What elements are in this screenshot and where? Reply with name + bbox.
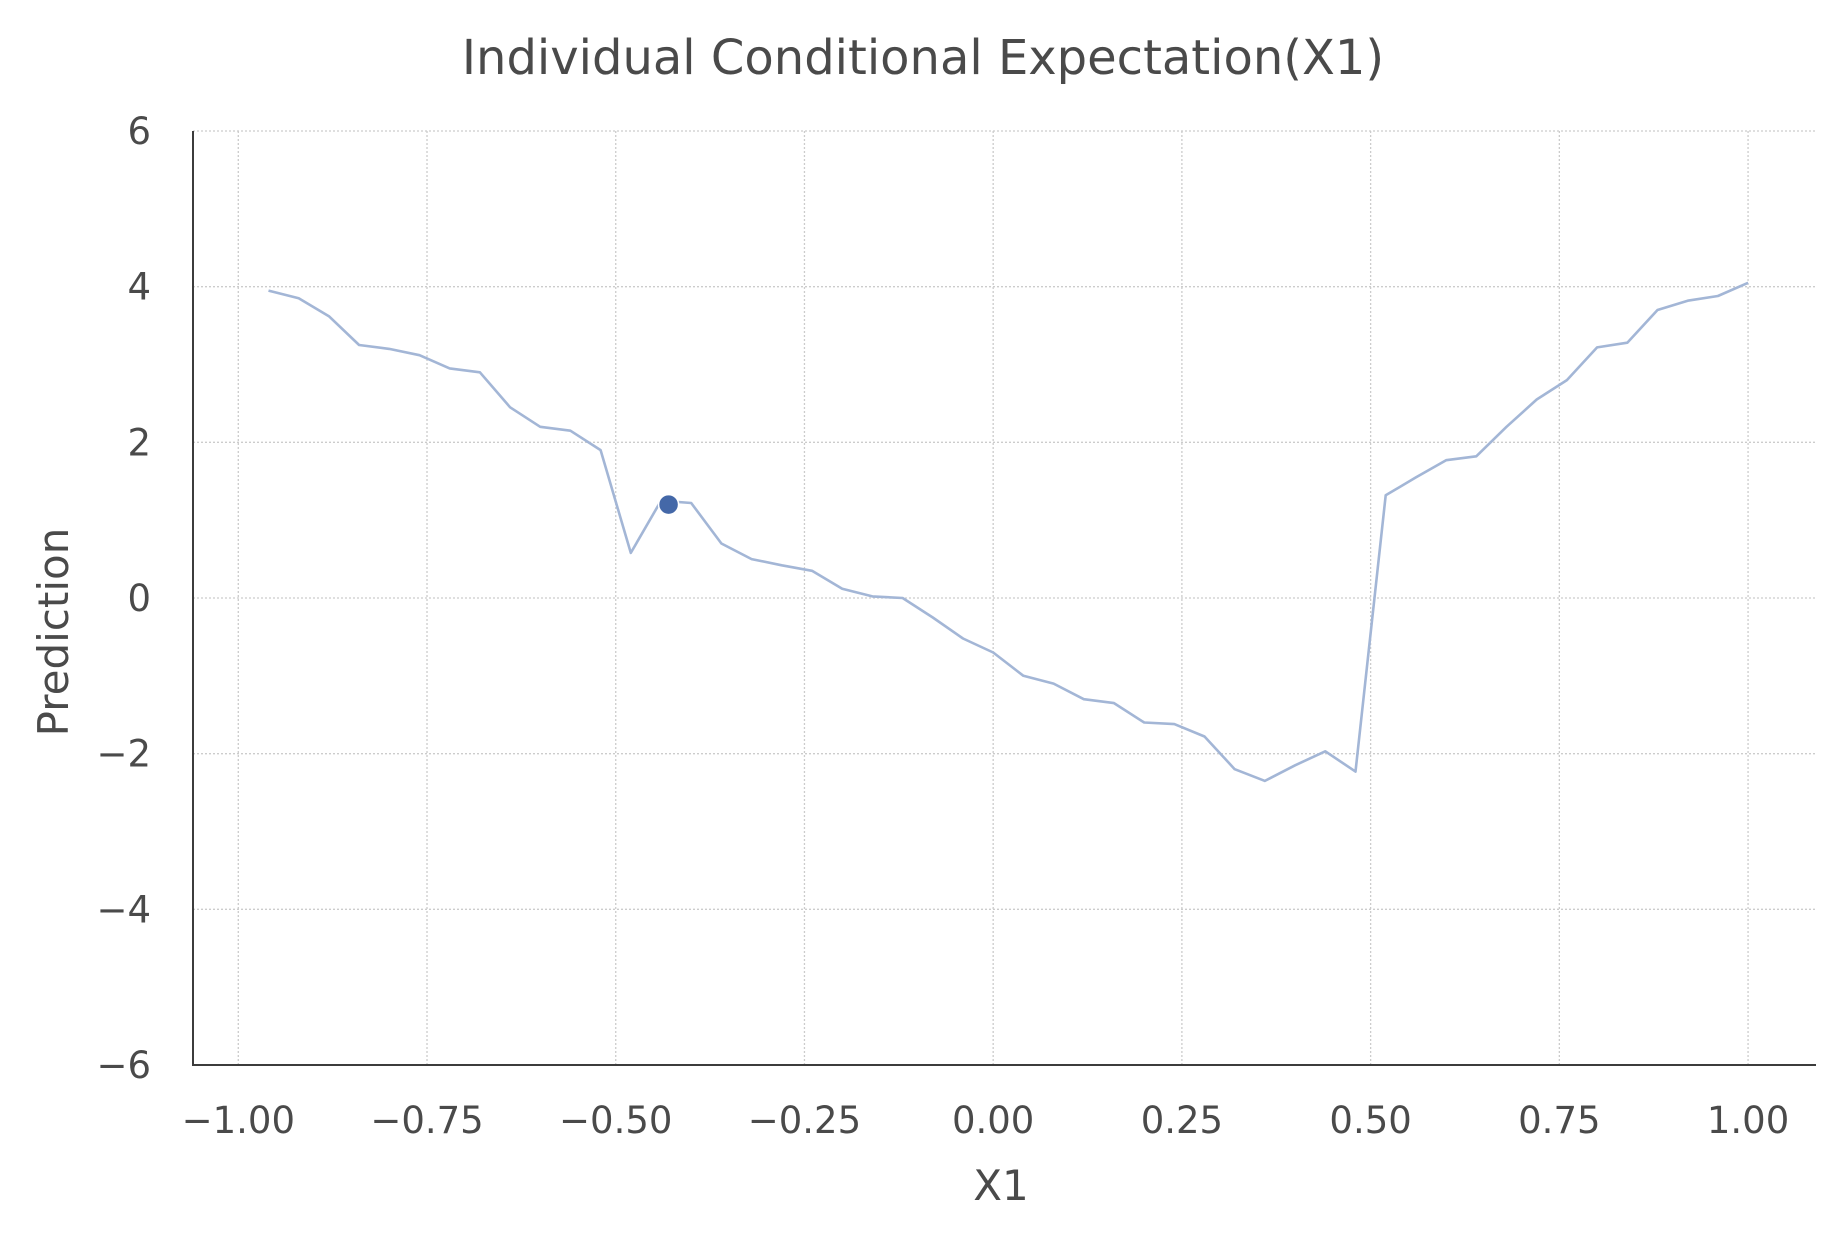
y-tick-label: −2: [96, 733, 151, 776]
x-tick-label: 0.25: [1141, 1099, 1223, 1142]
series-layer: [268, 281, 1749, 783]
x-tick-label: 0.50: [1329, 1099, 1411, 1142]
x-tick-label: −0.25: [748, 1099, 861, 1142]
x-axis-label: X1: [973, 1161, 1029, 1210]
x-tick-label: 1.00: [1707, 1099, 1789, 1142]
y-tick-label: −6: [96, 1044, 151, 1087]
y-tick-label: 2: [127, 421, 151, 464]
y-axis-label: Prediction: [29, 528, 78, 737]
x-tick-label: −0.50: [559, 1099, 672, 1142]
x-tick-label: −0.75: [370, 1099, 483, 1142]
axes-spines: [192, 131, 1816, 1066]
chart-title: Individual Conditional Expectation(X1): [462, 30, 1384, 86]
tick-labels: −1.00 −0.75 −0.50 −0.25 0.00 0.25 0.50 0.75 1.00…: [96, 110, 1789, 1142]
x-tick-label: 0.75: [1518, 1099, 1600, 1142]
observation-point: [657, 493, 680, 516]
x-tick-label: 0.00: [952, 1099, 1034, 1142]
y-tick-label: −4: [96, 888, 151, 931]
grid: [193, 130, 1816, 1066]
ice-line: [268, 281, 1749, 783]
x-tick-label: −1.00: [182, 1099, 295, 1142]
text-layer: Individual Conditional Expectation(X1) X…: [29, 30, 1384, 1210]
y-tick-label: 4: [127, 266, 151, 309]
y-tick-label: 6: [127, 110, 151, 153]
y-tick-label: 0: [127, 577, 151, 620]
